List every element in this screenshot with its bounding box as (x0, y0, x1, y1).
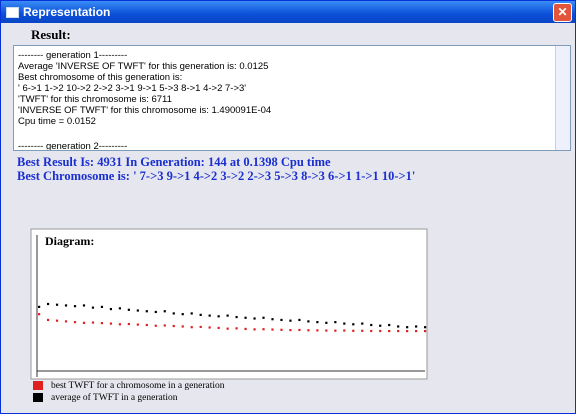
data-point (235, 316, 237, 318)
data-point (379, 325, 381, 327)
data-point (119, 307, 121, 309)
data-point (164, 310, 166, 312)
data-point (56, 304, 58, 306)
data-point (325, 329, 327, 331)
data-point (191, 312, 193, 314)
data-point (379, 330, 381, 332)
data-point (65, 320, 67, 322)
data-point (164, 324, 166, 326)
data-point (253, 317, 255, 319)
data-point (334, 321, 336, 323)
data-point (298, 319, 300, 321)
data-point (38, 306, 40, 308)
data-point (361, 330, 363, 332)
data-point (280, 319, 282, 321)
data-point (119, 323, 121, 325)
data-point (370, 324, 372, 326)
data-point (47, 319, 49, 321)
data-point (415, 325, 417, 327)
data-point (307, 320, 309, 322)
data-point (227, 314, 229, 316)
data-point (92, 307, 94, 309)
data-point (128, 309, 130, 311)
data-point (424, 330, 426, 332)
diagram-area: Diagram: best TWFT for a chromosome in a… (1, 1, 575, 413)
data-point (74, 321, 76, 323)
data-point (209, 326, 211, 328)
data-point (182, 313, 184, 315)
data-point (271, 328, 273, 330)
data-point (244, 328, 246, 330)
data-point (307, 329, 309, 331)
data-point (289, 329, 291, 331)
diagram-title: Diagram: (45, 234, 94, 248)
data-point (83, 304, 85, 306)
data-point (155, 311, 157, 313)
data-point (209, 314, 211, 316)
data-point (352, 323, 354, 325)
data-point (370, 330, 372, 332)
data-point (101, 322, 103, 324)
data-point (110, 308, 112, 310)
data-point (334, 330, 336, 332)
data-point (397, 325, 399, 327)
data-point (83, 322, 85, 324)
data-point (101, 306, 103, 308)
data-point (253, 328, 255, 330)
data-point (244, 317, 246, 319)
diagram-frame (31, 229, 427, 379)
data-point (137, 309, 139, 311)
data-point (271, 318, 273, 320)
data-point (74, 305, 76, 307)
data-point (137, 323, 139, 325)
data-point (316, 321, 318, 323)
window: Representation ✕ Result: -------- genera… (0, 0, 576, 414)
legend-swatch (33, 393, 43, 402)
data-point (235, 327, 237, 329)
data-point (182, 325, 184, 327)
data-point (200, 314, 202, 316)
data-point (343, 329, 345, 331)
data-point (191, 326, 193, 328)
data-point (218, 327, 220, 329)
data-point (227, 328, 229, 330)
data-point (406, 330, 408, 332)
data-point (388, 324, 390, 326)
data-point (289, 320, 291, 322)
data-point (155, 325, 157, 327)
data-point (424, 326, 426, 328)
data-point (47, 303, 49, 305)
data-point (406, 326, 408, 328)
data-point (65, 304, 67, 306)
legend-label: best TWFT for a chromosome in a generati… (51, 380, 225, 391)
data-point (262, 328, 264, 330)
data-point (146, 310, 148, 312)
data-point (397, 330, 399, 332)
data-point (146, 324, 148, 326)
data-point (128, 323, 130, 325)
data-point (38, 313, 40, 315)
data-point (173, 312, 175, 314)
legend-label: average of TWFT in a generation (51, 392, 178, 403)
data-point (325, 322, 327, 324)
data-point (110, 322, 112, 324)
data-point (316, 329, 318, 331)
data-point (361, 322, 363, 324)
data-point (388, 330, 390, 332)
data-point (343, 322, 345, 324)
data-point (218, 315, 220, 317)
data-point (262, 317, 264, 319)
data-point (415, 330, 417, 332)
data-point (280, 329, 282, 331)
data-point (173, 325, 175, 327)
data-point (92, 321, 94, 323)
data-point (200, 326, 202, 328)
data-point (298, 329, 300, 331)
legend-swatch (33, 381, 43, 390)
data-point (56, 320, 58, 322)
data-point (352, 330, 354, 332)
